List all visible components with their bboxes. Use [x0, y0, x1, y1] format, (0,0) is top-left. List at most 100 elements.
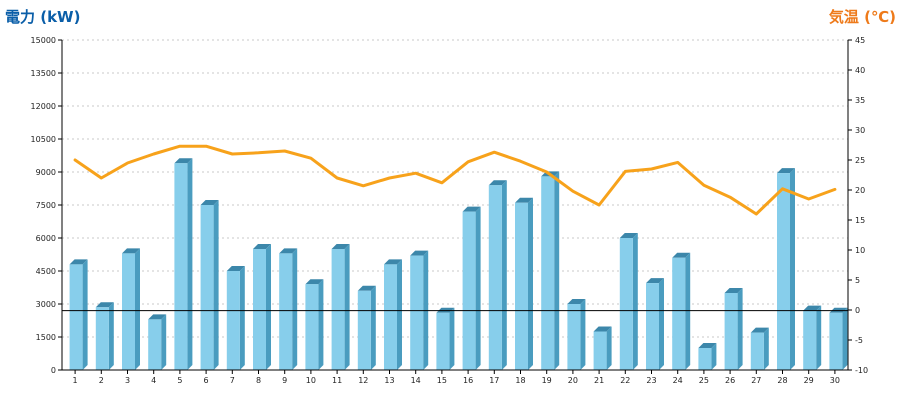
- x-tick-label: 15: [437, 376, 447, 385]
- temperature-point: [362, 185, 364, 187]
- bar-top: [174, 158, 193, 164]
- bar-side: [108, 302, 114, 370]
- right-tick-label: -5: [855, 336, 863, 345]
- temperature-point: [729, 196, 731, 198]
- bar-front: [619, 238, 633, 370]
- bar-front: [95, 307, 109, 370]
- bar-side: [685, 252, 691, 370]
- x-tick-label: 30: [830, 376, 840, 385]
- temperature-point: [703, 184, 705, 186]
- temperature-point: [572, 190, 574, 192]
- bar-front: [698, 348, 712, 370]
- right-tick-label: 25: [855, 156, 865, 165]
- bar-front: [122, 253, 135, 370]
- bar-side: [659, 278, 664, 370]
- bar-side: [528, 197, 533, 370]
- bar-side: [632, 233, 638, 370]
- left-tick-label: 9000: [36, 168, 56, 177]
- x-tick-label: 8: [256, 376, 261, 385]
- bar: [226, 266, 245, 370]
- bar-top: [95, 302, 114, 308]
- x-tick-label: 17: [489, 376, 499, 385]
- bar-top: [410, 250, 429, 256]
- bar-side: [816, 305, 822, 370]
- bar: [777, 168, 795, 370]
- bar: [750, 327, 769, 370]
- tick-labels: 0 1500 3000 4500 6000 7500 9000 10500 12000 13500…: [31, 36, 869, 385]
- bar-side: [318, 279, 324, 370]
- right-tick-label: 0: [855, 306, 860, 315]
- right-axis-title: 気温 (℃): [829, 8, 896, 26]
- bar-front: [567, 304, 581, 370]
- temperature-point: [389, 177, 390, 179]
- temperature-point: [520, 160, 521, 162]
- bar-top: [226, 266, 245, 271]
- bar-top: [724, 288, 743, 293]
- x-tick-label: 25: [699, 376, 709, 385]
- bar-side: [449, 307, 455, 370]
- left-tick-label: 7500: [36, 201, 56, 210]
- bar: [122, 248, 140, 370]
- temperature-point: [677, 161, 679, 163]
- left-tick-label: 13500: [31, 69, 56, 78]
- temperature-point: [74, 159, 76, 161]
- temperature-point: [624, 170, 626, 172]
- x-tick-label: 12: [358, 376, 368, 385]
- x-tick-label: 20: [568, 376, 578, 385]
- bar-top: [279, 248, 298, 254]
- bar: [305, 279, 324, 370]
- bar-front: [672, 257, 686, 370]
- bar-front: [305, 284, 319, 370]
- right-tick-label: 20: [855, 186, 865, 195]
- left-tick-label: 3000: [36, 300, 56, 309]
- x-tick-label: 5: [177, 376, 182, 385]
- temperature-point: [310, 157, 312, 159]
- bar: [515, 197, 533, 370]
- bar-side: [554, 171, 560, 370]
- bar: [253, 244, 271, 370]
- bar: [357, 285, 376, 370]
- bar-top: [698, 343, 717, 348]
- bar: [200, 200, 219, 370]
- bar-side: [82, 259, 88, 370]
- x-tick-label: 2: [99, 376, 104, 385]
- bar-top: [593, 326, 612, 332]
- temperature-point: [782, 188, 783, 190]
- bar-top: [672, 252, 691, 258]
- bar-top: [200, 200, 219, 205]
- bar-front: [174, 163, 188, 370]
- bar-side: [266, 244, 271, 370]
- bar-top: [253, 244, 271, 249]
- bar: [148, 314, 167, 370]
- bar: [174, 158, 193, 370]
- bar-top: [803, 305, 822, 311]
- bar-front: [750, 332, 764, 370]
- bar-top: [462, 206, 481, 212]
- bar-side: [239, 266, 245, 370]
- bar-side: [711, 343, 717, 370]
- bar-side: [370, 285, 376, 370]
- grid-lines: [62, 39, 848, 338]
- bar-side: [501, 180, 507, 370]
- bar: [462, 206, 481, 370]
- temperature-point: [651, 168, 652, 170]
- bar: [541, 171, 560, 370]
- bar: [698, 343, 717, 370]
- left-tick-label: 1500: [36, 333, 56, 342]
- left-tick-label: 10500: [31, 135, 56, 144]
- bar: [724, 288, 743, 370]
- bar: [384, 259, 402, 370]
- bar-front: [200, 205, 214, 370]
- x-tick-label: 13: [384, 376, 394, 385]
- bar-top: [488, 180, 507, 186]
- x-tick-label: 14: [411, 376, 421, 385]
- temperature-series: [73, 144, 837, 216]
- right-tick-label: 35: [855, 96, 865, 105]
- x-tick-label: 16: [463, 376, 473, 385]
- temperature-point: [834, 188, 836, 190]
- temperature-point: [441, 182, 443, 184]
- temperature-point: [179, 145, 181, 147]
- bar-top: [515, 197, 533, 203]
- bar: [619, 233, 638, 370]
